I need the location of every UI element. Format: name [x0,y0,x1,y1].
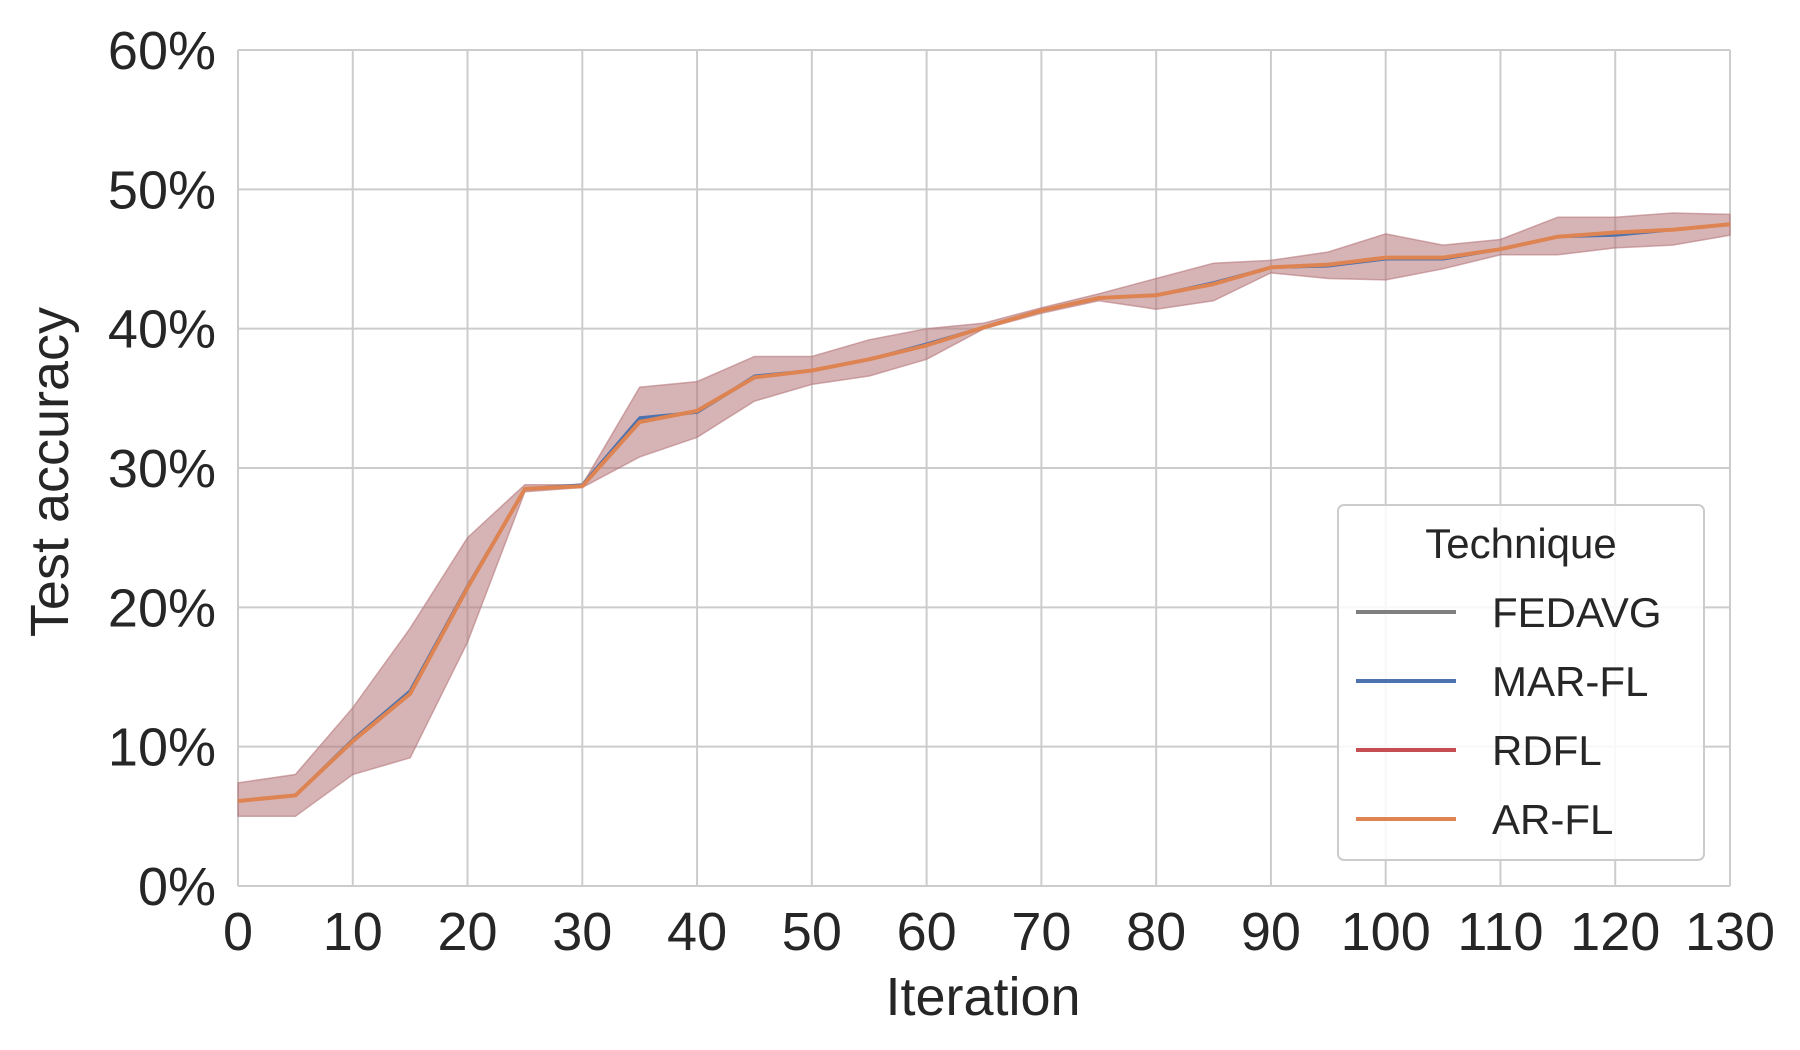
legend-label-ar-fl: AR-FL [1492,796,1613,843]
x-tick-label: 60 [897,902,957,962]
x-tick-label: 30 [552,902,612,962]
x-tick-label: 110 [1457,902,1543,962]
legend-box [1337,504,1705,861]
y-tick-label: 10% [108,718,216,778]
x-tick-label: 20 [437,902,497,962]
x-tick-label: 50 [782,902,842,962]
legend-items: FEDAVG MAR-FL RDFL AR-FL [1356,589,1662,843]
confidence-band [237,212,1731,818]
legend-label-mar-fl: MAR-FL [1492,658,1648,705]
x-tick-label: 10 [323,902,383,962]
x-tick-label: 80 [1126,902,1186,962]
x-tick-label: 120 [1570,902,1660,962]
x-tick-label: 100 [1341,902,1431,962]
y-tick-label: 0% [138,857,216,917]
x-tick-label: 40 [667,902,727,962]
series-lines [237,222,1731,803]
y-tick-label: 40% [108,300,216,360]
confidence-bands [237,212,1731,818]
y-tick-label: 60% [108,21,216,81]
x-axis-label: Iteration [885,967,1080,1027]
x-axis-tick-labels: 0 10 20 30 40 50 60 70 80 90 100 110 120 130 [223,902,1775,962]
x-tick-label: 0 [223,902,253,962]
x-tick-label: 130 [1685,902,1775,962]
y-tick-label: 20% [108,578,216,638]
y-axis-tick-labels: 0% 10% 20% 30% 40% 50% 60% [108,21,216,917]
y-tick-label: 30% [108,439,216,499]
legend-label-rdfl: RDFL [1492,727,1602,774]
legend-title: Technique [1425,520,1616,567]
legend: Technique FEDAVG MAR-FL RDFL AR-FL [1337,504,1705,861]
legend-label-fedavg: FEDAVG [1492,589,1662,636]
x-tick-label: 90 [1241,902,1301,962]
series-line-ar-fl [237,222,1731,803]
y-axis-label: Test accuracy [20,307,80,637]
y-tick-label: 50% [108,160,216,220]
x-tick-label: 70 [1011,902,1071,962]
